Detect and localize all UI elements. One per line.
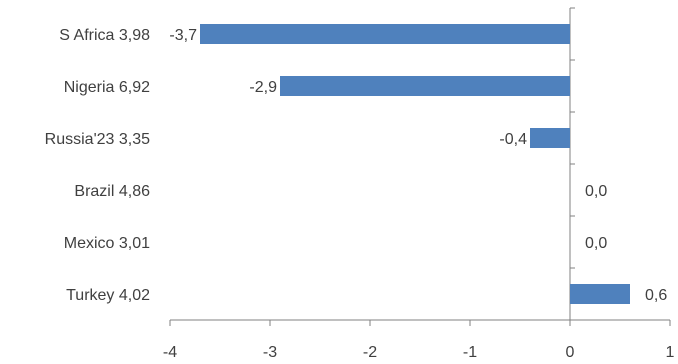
data-label: 0,0 [585,235,607,252]
category-label: Nigeria 6,92 [64,79,150,96]
category-label: Brazil 4,86 [74,183,150,200]
x-tick-label: 1 [666,344,675,361]
data-labels: -3,7 -2,9 -0,4 0,0 0,0 0,6 [169,27,667,304]
category-labels: S Africa 3,98 Nigeria 6,92 Russia'23 3,35 B… [45,27,150,304]
category-label: S Africa 3,98 [59,27,150,44]
x-tick-label: 0 [566,344,575,361]
x-tick-label: -3 [263,344,277,361]
category-label: Russia'23 3,35 [45,131,150,148]
bar [530,128,570,148]
bar [570,284,630,304]
data-label: 0,0 [585,183,607,200]
bar [280,76,570,96]
category-label: Mexico 3,01 [64,235,150,252]
bar [200,24,570,44]
data-label: -2,9 [249,79,277,96]
category-label: Turkey 4,02 [66,287,150,304]
x-tick-label: -4 [163,344,177,361]
data-label: 0,6 [645,287,667,304]
x-tick-label: -1 [463,344,477,361]
chart-bars [200,24,630,304]
chart-axes [169,7,671,326]
data-label: -3,7 [169,27,197,44]
x-axis-tick-labels: -4 -3 -2 -1 0 1 [163,344,675,361]
data-label: -0,4 [499,131,527,148]
x-tick-label: -2 [363,344,377,361]
